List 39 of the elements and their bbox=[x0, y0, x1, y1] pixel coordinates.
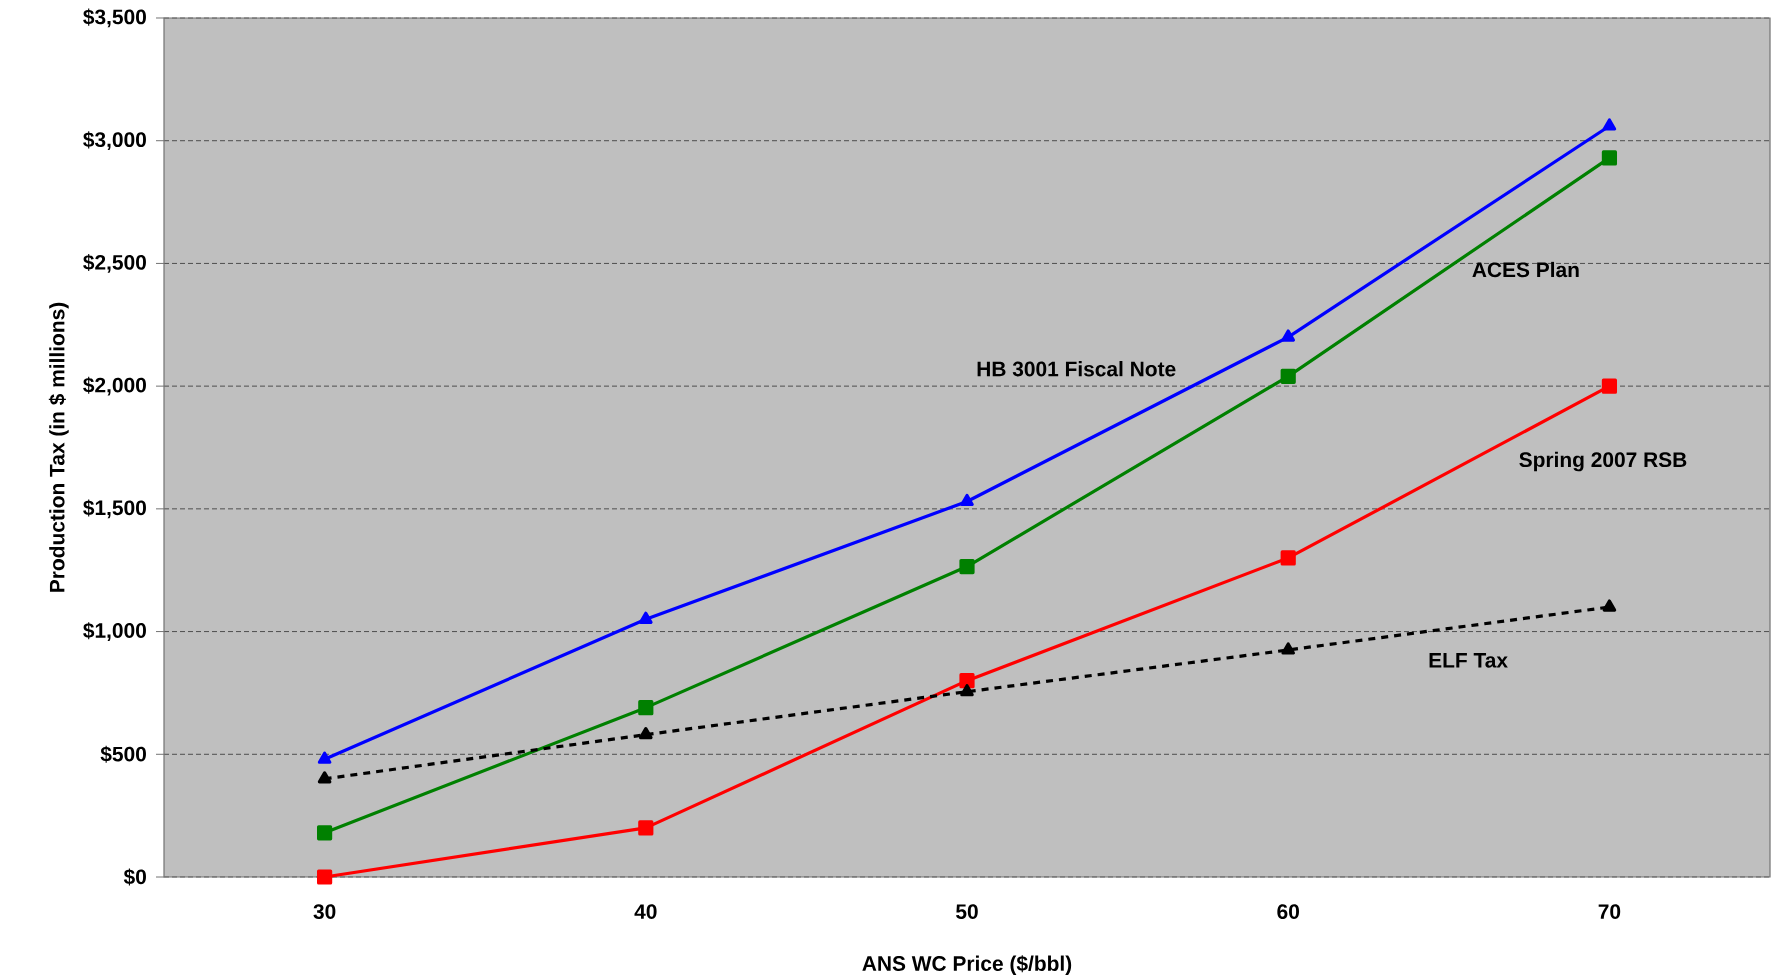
x-tick-label: 50 bbox=[956, 904, 978, 919]
y-tick-label: $3,000 bbox=[83, 131, 146, 151]
point bbox=[639, 727, 653, 740]
point bbox=[639, 611, 653, 624]
point bbox=[1602, 118, 1617, 131]
point bbox=[317, 825, 333, 841]
x-tick-label: 40 bbox=[634, 904, 657, 919]
point bbox=[1280, 368, 1296, 384]
y-tick-label: $2,000 bbox=[83, 376, 146, 396]
point bbox=[1601, 378, 1618, 394]
point bbox=[959, 558, 975, 575]
point bbox=[1281, 329, 1296, 342]
series-label: ELF Tax bbox=[1429, 653, 1508, 668]
point bbox=[1602, 599, 1617, 612]
point bbox=[960, 684, 974, 697]
y-tick-label: $3,500 bbox=[83, 8, 146, 28]
point bbox=[960, 493, 974, 507]
y-tick-label: $0 bbox=[123, 868, 146, 886]
y-tick-label: $500 bbox=[100, 745, 146, 763]
y-axis-title: Production Tax (in $ millions) bbox=[48, 302, 69, 592]
y-tick-label: $1,000 bbox=[83, 622, 146, 641]
point bbox=[959, 673, 975, 689]
point bbox=[1281, 642, 1296, 655]
series-label: HB 3001 Fiscal Note bbox=[977, 361, 1176, 377]
x-tick-label: 30 bbox=[313, 904, 336, 920]
y-tick-label: $1,500 bbox=[83, 499, 146, 519]
point bbox=[638, 700, 654, 716]
point bbox=[638, 820, 654, 836]
point bbox=[1280, 550, 1296, 566]
point bbox=[317, 751, 332, 764]
y-tick-label: $2,500 bbox=[83, 254, 146, 273]
x-tick-label: 60 bbox=[1277, 904, 1299, 919]
point bbox=[1601, 150, 1618, 166]
point bbox=[317, 869, 333, 885]
series-label: ACES Plan bbox=[1472, 261, 1579, 278]
x-tick-label: 70 bbox=[1598, 904, 1621, 919]
series-label: Spring 2007 RSB bbox=[1519, 451, 1687, 472]
point bbox=[317, 771, 332, 784]
x-axis-title: ANS WC Price ($/bbl) bbox=[862, 955, 1072, 976]
